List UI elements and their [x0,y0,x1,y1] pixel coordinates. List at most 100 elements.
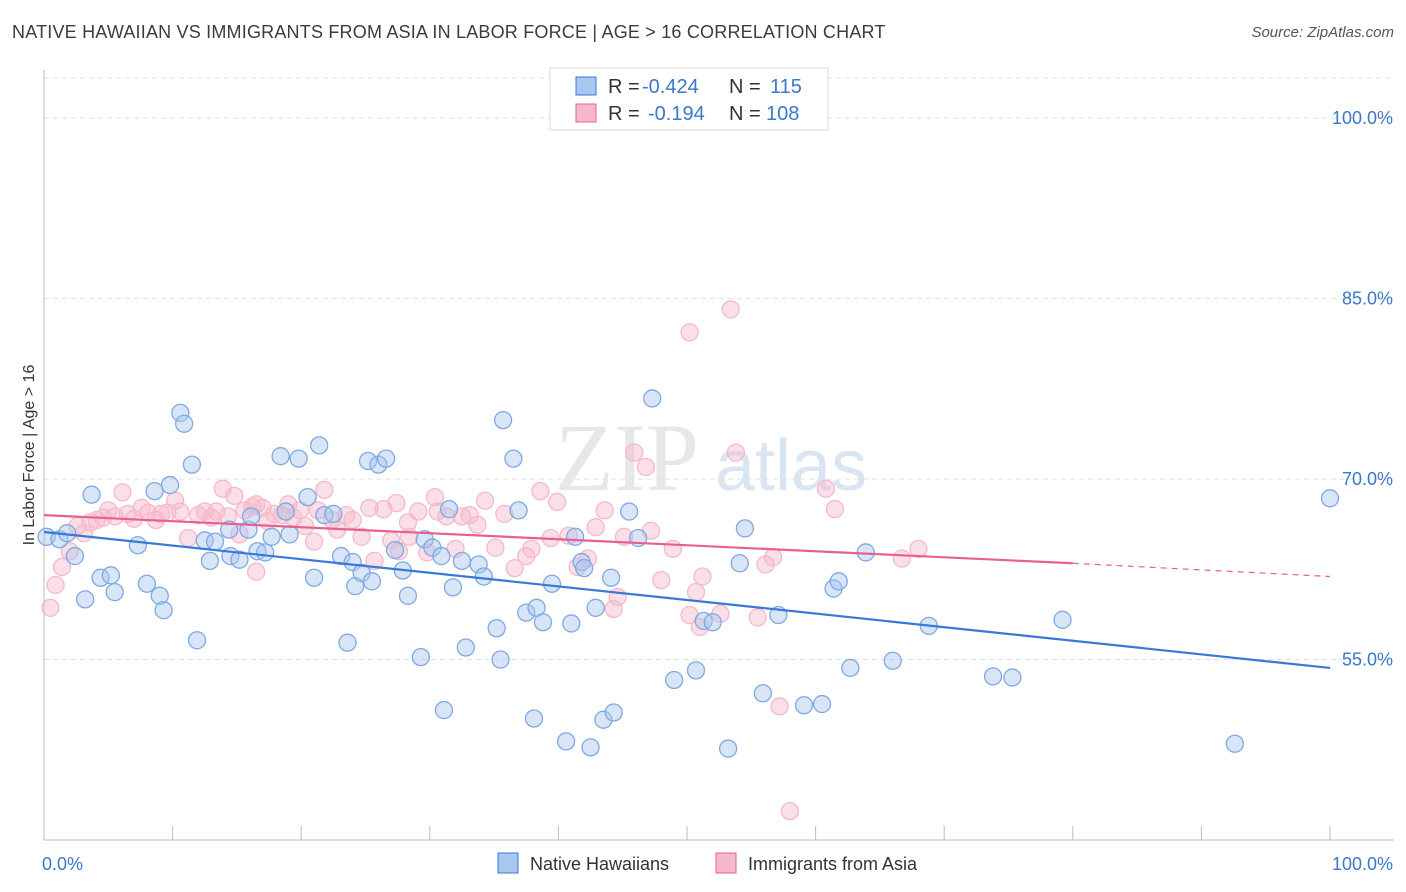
trend-line-immigrants-from-asia [43,514,1073,565]
blue-point-65 [504,449,523,468]
blue-point-66 [509,501,528,520]
legend2-n-label: N = [729,103,761,125]
pink-point-40 [295,516,315,536]
blue-point-73 [562,614,581,633]
blue-point-16 [175,414,194,433]
legend2-n-value: 108 [766,103,799,125]
blue-point-18 [187,631,207,650]
blue-point-100 [883,651,902,670]
blue-point-24 [230,550,249,569]
blue-point-15 [171,403,190,423]
series-native-hawaiians [37,389,1340,758]
pink-point-97 [825,499,845,519]
blue-point-7 [101,566,121,585]
blue-point-79 [594,710,613,729]
pink-point-66 [486,538,505,557]
blue-point-88 [703,613,722,632]
pink-point-95 [780,801,800,821]
blue-point-64 [493,410,513,430]
blue-point-60 [469,555,488,574]
pink-point-77 [586,518,605,537]
bottom-legend-native-hawaiians: Native Hawaiians [530,854,669,874]
pink-point-11 [113,483,132,502]
blue-point-44 [358,451,378,471]
pink-point-71 [531,481,550,501]
pink-point-59 [428,502,447,521]
pink-point-70 [522,539,541,558]
pink-point-73 [547,492,567,512]
pink-point-68 [505,558,524,578]
blue-point-82 [619,502,639,521]
x-tick-label-1: 100.0% [1332,854,1393,874]
blue-point-102 [983,667,1003,686]
blue-point-5 [82,485,101,504]
pink-point-85 [663,539,683,558]
blue-point-68 [524,709,544,728]
pink-point-99 [909,539,928,558]
blue-point-22 [220,520,239,539]
bottom-legend-swatch-pink [715,852,737,874]
pink-point-78 [595,501,614,520]
pink-point-47 [343,510,362,530]
blue-point-76 [574,558,594,578]
blue-point-91 [735,519,755,538]
pink-point-81 [625,443,644,462]
tick-labels: 55.0% 70.0% 85.0% 100.0% 0.0% 100.0% [42,108,1393,874]
blue-point-17 [182,455,202,474]
blue-point-56 [439,499,459,519]
pink-point-92 [748,608,767,627]
blue-point-105 [1225,734,1244,753]
blue-point-30 [271,447,290,466]
blue-point-84 [643,389,662,408]
pink-point-29 [230,525,249,544]
blue-point-74 [565,527,585,546]
pink-point-87 [686,583,706,602]
pink-point-0 [41,598,60,617]
legend1-r-label: R = [608,76,640,98]
pink-point-63 [460,506,479,525]
trend-line-native-hawaiians [43,530,1331,670]
blue-point-26 [241,507,261,526]
blue-point-59 [456,638,475,657]
blue-point-70 [533,613,553,632]
pink-point-98 [892,549,911,568]
pink-point-67 [495,504,514,524]
blue-point-50 [398,586,418,605]
legend1-n-value: 115 [770,76,802,98]
pink-point-35 [265,504,284,524]
blue-point-90 [730,554,749,573]
blue-point-95 [812,694,832,714]
blue-point-33 [289,449,308,468]
blue-point-34 [298,487,317,507]
legend1-n-label: N = [729,76,761,98]
blue-point-48 [385,540,405,560]
legend2-r-value: -0.194 [648,103,705,125]
blue-point-78 [586,598,605,617]
pink-point-20 [171,502,190,521]
bottom-legend-swatch-blue [497,852,519,874]
trend-line-immigrants-from-asia-extension [1072,562,1331,578]
pink-point-100 [693,567,712,586]
blue-point-58 [452,551,472,571]
y-tick-label-2: 85.0% [1342,289,1393,309]
blue-point-31 [276,502,295,521]
source-label: Source: ZipAtlas.com [1251,24,1394,41]
blue-point-57 [443,578,463,597]
pink-point-43 [315,480,334,500]
blue-point-13 [154,601,173,620]
y-tick-label-0: 55.0% [1342,650,1393,670]
pink-point-56 [409,502,428,521]
pink-point-48 [352,527,371,546]
gridlines [44,77,1394,661]
blue-point-94 [794,696,814,715]
blue-point-71 [542,574,562,593]
bottom-legend-immigrants-from-asia: Immigrants from Asia [748,854,918,874]
pink-point-53 [387,493,406,513]
blue-point-47 [376,449,396,468]
blue-point-55 [434,700,454,720]
bottom-legend: Native Hawaiians Immigrants from Asia [497,852,918,874]
blue-point-104 [1053,610,1072,629]
pink-point-91 [726,443,746,462]
blue-point-80 [601,568,621,587]
